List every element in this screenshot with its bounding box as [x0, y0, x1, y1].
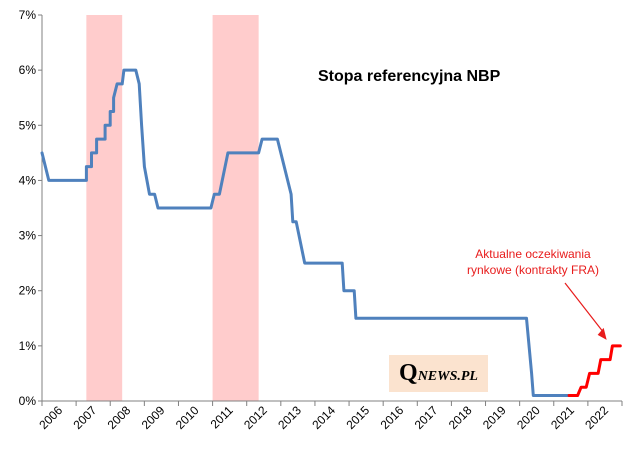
- annotation-arrow-line: [564, 282, 606, 335]
- qnews-logo: Q NEWS.PL: [389, 355, 488, 392]
- y-tick-label-7: 7%: [19, 8, 37, 22]
- series-lines: [40, 68, 622, 397]
- series-line-0: [40, 68, 571, 397]
- y-tick-label-6: 6%: [19, 63, 37, 77]
- y-tick-label-5: 5%: [19, 118, 37, 132]
- x-tick-label-10: 2016: [378, 403, 407, 432]
- recession-bands: [86, 15, 259, 401]
- series-line-1: [567, 344, 622, 397]
- x-axis: 2006 2007 2008 2009 2010 2011 2012 2013 2014 2015…: [36, 400, 623, 432]
- x-tick-label-1: 2007: [71, 403, 100, 432]
- chart-title: Stopa referencyjna NBP: [318, 68, 501, 85]
- x-tick-label-2: 2008: [105, 403, 134, 432]
- x-tick-label-12: 2018: [446, 403, 475, 432]
- x-tick-label-5: 2011: [208, 403, 236, 431]
- x-tick-label-11: 2017: [412, 403, 441, 432]
- logo-text: NEWS.PL: [417, 368, 478, 384]
- x-tick-label-3: 2009: [139, 403, 168, 432]
- x-tick-label-9: 2015: [343, 403, 372, 432]
- x-tick-label-8: 2014: [309, 403, 338, 432]
- x-tick-label-13: 2019: [480, 403, 509, 432]
- y-axis: 0% 1% 2% 3% 4% 5% 6% 7%: [19, 8, 43, 408]
- shaded-band-0: [86, 15, 123, 401]
- x-tick-label-14: 2020: [514, 403, 543, 432]
- y-tick-label-3: 3%: [19, 229, 37, 243]
- annotation-arrow-head: [597, 327, 607, 340]
- x-tick-label-15: 2021: [548, 403, 577, 432]
- y-tick-label-4: 4%: [19, 173, 37, 187]
- y-tick-label-1: 1%: [19, 339, 37, 353]
- x-tick-label-16: 2022: [582, 403, 611, 432]
- x-tick-label-7: 2013: [275, 403, 304, 432]
- annotation-line-1: rynkowe (kontrakty FRA): [467, 263, 599, 277]
- x-tick-label-0: 2006: [36, 403, 65, 432]
- y-tick-label-0: 0%: [19, 394, 37, 408]
- x-tick-label-4: 2010: [173, 403, 202, 432]
- annotation-line-0: Aktualne oczekiwania: [475, 247, 591, 261]
- shaded-band-1: [212, 15, 259, 401]
- annotation: Aktualne oczekiwania rynkowe (kontrakty F…: [467, 247, 607, 340]
- logo-q: Q: [399, 360, 418, 386]
- x-tick-label-6: 2012: [241, 403, 270, 432]
- y-tick-label-2: 2%: [19, 284, 37, 298]
